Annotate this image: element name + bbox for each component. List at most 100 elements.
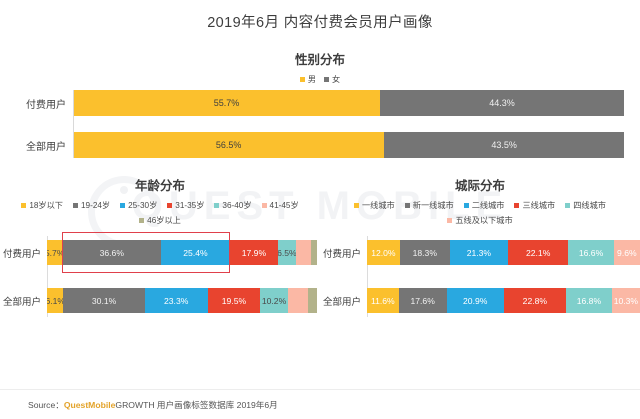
legend-swatch-icon [324, 76, 329, 82]
city-section-title: 城际分布 [454, 179, 505, 193]
questmobile-brand: QuestMobile [63, 399, 116, 410]
legend-swatch-icon [261, 202, 267, 208]
city-row-label: 付费用户 [322, 248, 361, 260]
city-bar-segment: 22.8% [503, 288, 566, 313]
city-bar-segment: 18.3% [399, 240, 450, 265]
age-bar-segment: 19.5% [207, 288, 261, 313]
gender-bar-segment: 43.5% [384, 132, 624, 158]
gender-legend-item: 男 [299, 73, 316, 85]
source-rest: GROWTH 用户画像标签数据库 2019年6月 [115, 399, 278, 410]
age-legend-item: 31-35岁 [167, 199, 204, 211]
city-bar-segment: 11.6% [367, 288, 399, 313]
age-stacked-bar: 6.1%30.1%23.3%19.5%10.2% [47, 288, 317, 313]
city-bar-segment: 20.9% [446, 288, 504, 313]
gender-stacked-bar: 56.5% 43.5% [73, 132, 624, 158]
city-legend-item: 二线城市 [463, 199, 505, 211]
city-legend-item: 新一线城市 [404, 199, 454, 211]
gender-stacked-bar: 55.7% 44.3% [73, 90, 624, 116]
city-legend-item: 一线城市 [353, 199, 395, 211]
gender-row-label: 付费用户 [26, 99, 66, 111]
age-bar-segment: 6.1% [47, 288, 64, 313]
age-legend-item: 19-24岁 [72, 199, 111, 211]
age-bar-segment: 5.7% [47, 240, 63, 265]
legend-label: 女 [332, 75, 341, 84]
legend-label: 18岁以下 [29, 201, 63, 210]
city-bar-segment: 21.3% [449, 240, 508, 265]
age-legend-item: 46岁以上 [139, 214, 181, 226]
legend-swatch-icon [167, 202, 173, 208]
legend-swatch-icon [463, 202, 469, 208]
legend-label: 二线城市 [471, 201, 505, 210]
city-bar-segment: 16.6% [568, 240, 614, 265]
age-panel: 年龄分布 18岁以下 19-24岁 25-30岁 31-35岁 36-40岁 41-45岁… [0, 175, 320, 317]
legend-swatch-icon [139, 217, 145, 223]
legend-label: 一线城市 [361, 201, 395, 210]
age-legend-item: 25-30岁 [120, 199, 157, 211]
gender-bar-segment: 44.3% [379, 90, 624, 116]
city-bar-segment: 12.0% [367, 240, 400, 265]
city-bar-segment: 9.6% [613, 240, 640, 265]
gender-bar-segment: 56.5% [73, 132, 385, 158]
city-bar-segment: 17.6% [398, 288, 447, 313]
gender-axis-line [73, 90, 74, 158]
city-bar-segment: 16.8% [565, 288, 612, 313]
city-stacked-bar: 11.6% 17.6% 20.9% 22.8% 16.8% 10.3% [367, 288, 640, 313]
legend-label: 五线及以下城市 [455, 216, 513, 225]
gender-row-label: 全部用户 [26, 141, 66, 153]
gender-legend-item: 女 [324, 73, 340, 85]
age-bar-segment [287, 288, 309, 313]
city-bar-segment: 10.3% [611, 288, 640, 313]
city-bar-row: 全部用户 11.6% 17.6% 20.9% 22.8% 16.8% 10.3% [320, 288, 640, 313]
age-chart: 付费用户 5.7%36.6%25.4%17.9%6.5% 全部用户 6.1%30.1%… [0, 232, 320, 317]
age-bar-segment: 10.2% [260, 288, 288, 313]
gender-bar-row: 付费用户 55.7% 44.3% [0, 90, 640, 116]
legend-swatch-icon [214, 202, 220, 208]
age-bar-segment [295, 240, 311, 265]
page-title: 2019年6月 内容付费会员用户画像 [207, 15, 433, 31]
city-axis-line [367, 236, 368, 317]
age-bar-segment [310, 240, 317, 265]
age-row-label: 全部用户 [2, 296, 41, 308]
legend-label: 31-35岁 [175, 201, 205, 210]
city-bar-segment: 22.1% [507, 240, 569, 265]
city-legend-item: 三线城市 [514, 199, 555, 211]
city-bar-row: 付费用户 12.0% 18.3% 21.3% 22.1% 16.6% 9.6% [320, 240, 640, 265]
legend-swatch-icon [514, 202, 520, 208]
legend-swatch-icon [21, 202, 27, 208]
city-legend-item: 五线及以下城市 [447, 214, 513, 226]
age-stacked-bar: 5.7%36.6%25.4%17.9%6.5% [47, 232, 317, 273]
age-legend-item: 18岁以下 [21, 199, 63, 211]
legend-label: 新一线城市 [412, 201, 454, 210]
city-legend-item: 四线城市 [565, 199, 606, 211]
legend-swatch-icon [565, 202, 571, 208]
age-bar-segment: 36.6% [62, 240, 162, 265]
legend-swatch-icon [120, 202, 126, 208]
age-bar-row: 全部用户 6.1%30.1%23.3%19.5%10.2% [0, 288, 320, 313]
city-chart: 付费用户 12.0% 18.3% 21.3% 22.1% 16.6% 9.6% 全部用户 11.… [320, 236, 640, 317]
age-bar-segment: 6.5% [278, 240, 296, 265]
age-bar-row: 付费用户 5.7%36.6%25.4%17.9%6.5% [0, 232, 320, 273]
legend-swatch-icon [353, 202, 359, 208]
age-row-label: 付费用户 [2, 248, 41, 260]
gender-bar-row: 全部用户 56.5% 43.5% [0, 132, 640, 158]
legend-swatch-icon [447, 217, 453, 223]
age-bar-segment: 25.4% [161, 240, 230, 265]
gender-chart: 付费用户 55.7% 44.3% 全部用户 56.5% 43.5% [0, 90, 640, 158]
legend-label: 46岁以上 [147, 216, 181, 225]
footer-source: Source： QuestMobile GROWTH 用户画像标签数据库 201… [0, 389, 640, 419]
city-row-label: 全部用户 [322, 296, 361, 308]
gender-legend: 男女 [0, 73, 640, 85]
city-legend: 一线城市 新一线城市 二线城市 三线城市 四线城市五线及以下城市 [320, 199, 640, 226]
source-label: Source： [28, 399, 64, 410]
age-bar-segment: 23.3% [144, 288, 208, 313]
age-legend-item: 36-40岁 [214, 199, 252, 211]
legend-label: 25-30岁 [128, 201, 158, 210]
age-legend: 18岁以下 19-24岁 25-30岁 31-35岁 36-40岁 41-45岁 46岁以上 [0, 199, 320, 226]
legend-swatch-icon [72, 202, 78, 208]
legend-swatch-icon [404, 202, 410, 208]
age-axis-line [47, 236, 48, 317]
gender-section-title: 性别分布 [294, 53, 345, 67]
legend-label: 男 [307, 75, 316, 84]
legend-label: 19-24岁 [80, 201, 111, 210]
city-panel: 城际分布 一线城市 新一线城市 二线城市 三线城市 四线城市五线及以下城市 付费用户 12… [320, 175, 640, 317]
